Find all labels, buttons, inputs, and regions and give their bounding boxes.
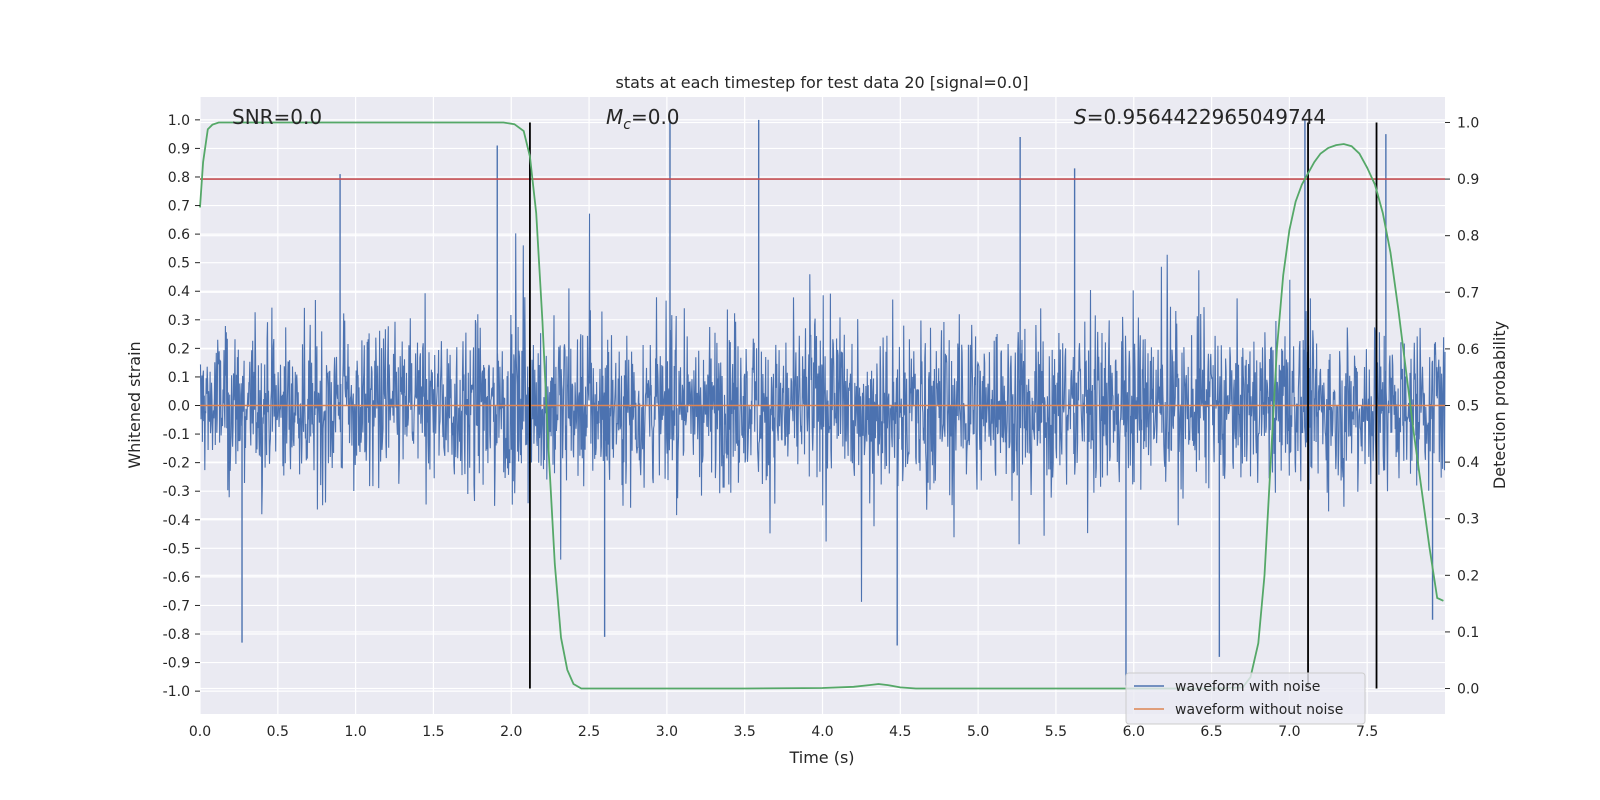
y-tick-labels: 1.0 0.9 0.8 0.7 0.6 0.5 0.4 0.3 0.2 0.1 0.0 -0.1 -0.…	[163, 113, 200, 700]
y-tick-label: 0.7	[168, 199, 190, 215]
probability-line	[199, 121, 1444, 690]
x-tick-label: 1.0	[344, 724, 366, 740]
x-tick-label: 3.5	[734, 724, 756, 740]
x-tick-label: 4.0	[811, 724, 833, 740]
mc-value: =0.0	[631, 105, 680, 129]
y-axis-label: Whitened strain	[125, 341, 144, 468]
s-annotation: S=0.9564422965049744	[1074, 105, 1326, 129]
probability-series	[199, 121, 1444, 690]
y-tick-label: 0.3	[168, 313, 190, 329]
y2-tick-label: 0.4	[1457, 455, 1479, 471]
y2-tick-labels: 1.0 0.9 0.8 0.7 0.6 0.5 0.4 0.3 0.2 0.1 0.0	[1445, 115, 1479, 698]
y2-tick-label: 0.0	[1457, 682, 1479, 698]
y-tick-label: 1.0	[168, 113, 190, 129]
mc-annotation: Mc=0.0	[606, 105, 680, 133]
legend-label-noise: waveform with noise	[1175, 679, 1320, 695]
y-tick-label: 0.0	[168, 399, 190, 415]
y-tick-label: 0.2	[168, 341, 190, 357]
y2-tick-label: 0.1	[1457, 625, 1479, 641]
x-tick-label: 4.5	[889, 724, 911, 740]
y-tick-label: -0.2	[163, 456, 190, 472]
y-tick-label: -0.9	[163, 656, 190, 672]
y-tick-label: 0.5	[168, 256, 190, 272]
x-tick-label: 1.5	[422, 724, 444, 740]
x-tick-label: 3.0	[656, 724, 678, 740]
y2-tick-label: 0.2	[1457, 568, 1479, 584]
y2-tick-label: 0.3	[1457, 512, 1479, 528]
legend: waveform with noise waveform without noi…	[1125, 672, 1366, 725]
s-symbol: S	[1074, 105, 1087, 129]
x-tick-label: 7.5	[1356, 724, 1378, 740]
x-tick-label: 5.5	[1045, 724, 1067, 740]
y-tick-label: 0.4	[168, 284, 190, 300]
legend-label-clean: waveform without noise	[1175, 702, 1343, 718]
y-tick-label: -0.5	[163, 541, 190, 557]
y2-tick-label: 0.9	[1457, 172, 1479, 188]
snr-annotation: SNR=0.0	[232, 105, 322, 129]
y-tick-label: 0.9	[168, 141, 190, 157]
x-tick-label: 6.5	[1200, 724, 1222, 740]
y-tick-label: 0.8	[168, 170, 190, 186]
x-tick-label: 2.5	[578, 724, 600, 740]
y-tick-label: 0.1	[168, 370, 190, 386]
y-tick-label: -0.3	[163, 484, 190, 500]
s-value: =0.9564422965049744	[1087, 105, 1326, 129]
y-tick-label: -0.6	[163, 570, 190, 586]
x-tick-label: 0.0	[189, 724, 211, 740]
mc-symbol: M	[606, 105, 623, 129]
x-axis-label: Time (s)	[788, 748, 854, 767]
y2-tick-label: 0.7	[1457, 285, 1479, 301]
y2-tick-label: 0.8	[1457, 229, 1479, 245]
y2-tick-label: 0.5	[1457, 399, 1479, 415]
x-tick-label: 0.5	[267, 724, 289, 740]
y2-tick-label: 0.6	[1457, 342, 1479, 358]
y-tick-label: -0.4	[163, 513, 190, 529]
legend-box	[1125, 672, 1366, 725]
mc-subscript: c	[623, 117, 631, 133]
x-tick-label: 5.0	[967, 724, 989, 740]
x-tick-label: 7.0	[1278, 724, 1300, 740]
vertical-lines	[529, 122, 1378, 689]
x-tick-label: 2.0	[500, 724, 522, 740]
y-tick-label: -1.0	[163, 684, 190, 700]
x-tick-label: 6.0	[1123, 724, 1145, 740]
y-tick-label: 0.6	[168, 227, 190, 243]
y-tick-label: -0.8	[163, 627, 190, 643]
noise-series	[199, 119, 1446, 686]
y-tick-label: -0.1	[163, 427, 190, 443]
y-tick-label: -0.7	[163, 598, 190, 614]
noise-waveform-line	[199, 213, 1446, 602]
x-tick-labels: 0.0 0.5 1.0 1.5 2.0 2.5 3.0 3.5 4.0 4.5 5.0 5.5 6.0 6…	[189, 724, 1378, 740]
y2-axis-label: Detection probability	[1490, 321, 1509, 489]
y2-tick-label: 1.0	[1457, 115, 1479, 131]
chart-title: stats at each timestep for test data 20 …	[616, 73, 1029, 92]
